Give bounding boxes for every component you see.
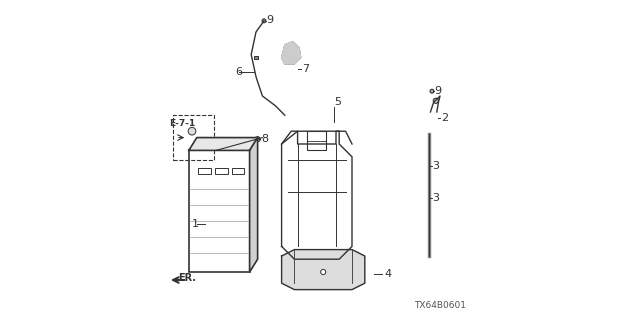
Circle shape [255,137,260,142]
Circle shape [430,89,434,93]
Ellipse shape [192,145,198,150]
Bar [189,150,250,272]
Bar [173,115,214,160]
Text: 7: 7 [302,64,310,74]
Bar [197,137,205,142]
Polygon shape [189,138,258,150]
Polygon shape [282,250,365,290]
Bar [218,137,226,142]
Text: 2: 2 [441,113,448,124]
Circle shape [220,144,224,149]
Text: 8: 8 [261,133,268,144]
Bar [232,168,244,174]
Circle shape [321,269,326,275]
Polygon shape [250,138,258,272]
Bar [254,56,259,59]
Text: FR.: FR. [179,273,196,283]
Text: 3: 3 [433,161,440,172]
Text: TX64B0601: TX64B0601 [415,301,467,310]
Text: 4: 4 [384,268,391,279]
Bar [307,131,326,150]
Circle shape [188,127,196,135]
Text: E-7-1: E-7-1 [169,119,195,128]
Polygon shape [282,42,301,64]
Bar [215,168,228,174]
Bar [198,168,211,174]
Circle shape [433,98,438,103]
Text: 1: 1 [192,219,199,229]
Text: 9: 9 [435,85,442,96]
Text: 6: 6 [236,67,242,77]
Circle shape [198,144,203,149]
Text: 9: 9 [267,15,274,25]
Circle shape [262,19,266,23]
Text: 3: 3 [433,193,440,204]
Text: 5: 5 [334,97,341,108]
